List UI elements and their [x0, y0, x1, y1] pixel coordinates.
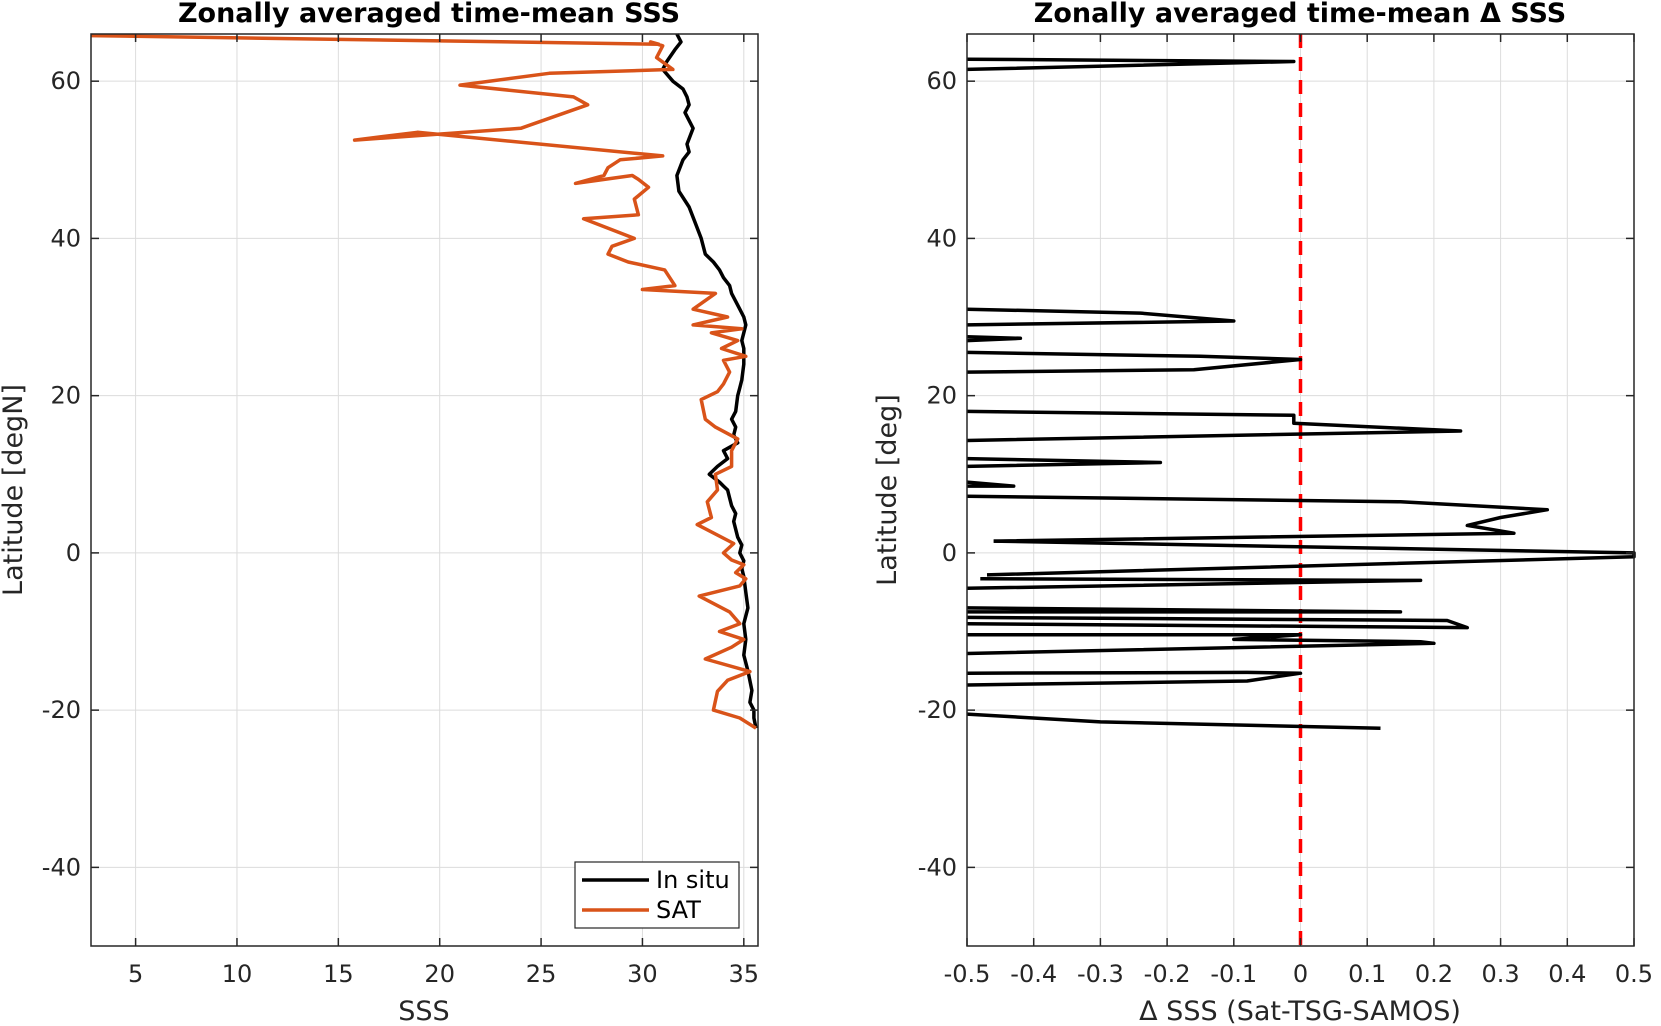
right-chart-title: Zonally averaged time-mean Δ SSS — [1034, 0, 1566, 29]
right-x-tick-label: 0.5 — [1615, 960, 1653, 988]
right-series-line — [966, 307, 1236, 327]
left-tick-labels: 5 10 15 20 25 30 35 -40 -20 0 20 40 60 — [42, 34, 759, 988]
right-x-tick-label: 0.3 — [1482, 960, 1520, 988]
right-series-line — [966, 334, 1023, 343]
right-series-line — [966, 632, 1436, 656]
left-grid — [91, 34, 758, 946]
right-x-tick-label: -0.5 — [944, 960, 991, 988]
left-y-tick-label: -40 — [42, 853, 81, 881]
left-x-tick-label: 35 — [729, 960, 760, 988]
right-y-tick-label: -40 — [918, 853, 957, 881]
legend-box — [574, 861, 740, 929]
left-sat-line — [90, 33, 757, 730]
left-chart-title: Zonally averaged time-mean SSS — [178, 0, 680, 29]
left-x-tick-label: 25 — [526, 960, 557, 988]
right-x-tick-label: -0.4 — [1010, 960, 1057, 988]
left-y-tick-label: 0 — [66, 539, 81, 567]
right-series-line — [966, 670, 1303, 687]
right-y-tick-label: 60 — [926, 67, 957, 95]
left-axes-box — [90, 33, 759, 947]
left-x-tick-label: 15 — [323, 960, 354, 988]
right-tick-labels: -0.5 -0.4 -0.3 -0.2 -0.1 0 0.1 0.2 0.3 0.4 0.5 -40 -… — [918, 34, 1653, 988]
right-x-tick-label: 0 — [1293, 960, 1308, 988]
right-series-line — [966, 350, 1303, 374]
right-series-group — [966, 34, 1636, 946]
right-series-line — [966, 57, 1296, 72]
legend-sat-label: SAT — [656, 896, 701, 924]
left-y-axis-label: Latitude [degN] — [0, 384, 29, 596]
right-y-axis-label: Latitude [deg] — [872, 394, 903, 586]
right-y-tick-label: 40 — [926, 224, 957, 252]
right-series-line — [986, 539, 1636, 577]
right-x-tick-label: 0.2 — [1415, 960, 1453, 988]
right-series-line — [966, 712, 1381, 730]
left-y-tick-label: -20 — [42, 696, 81, 724]
right-x-tick-label: -0.2 — [1144, 960, 1191, 988]
left-y-tick-label: 40 — [50, 224, 81, 252]
right-x-tick-label: -0.3 — [1077, 960, 1124, 988]
right-x-tick-label: 0.1 — [1348, 960, 1386, 988]
left-x-tick-label: 30 — [627, 960, 658, 988]
left-x-tick-label: 10 — [222, 960, 253, 988]
right-series-line — [966, 456, 1163, 469]
right-series-line — [966, 615, 1470, 630]
left-x-tick-label: 5 — [128, 960, 143, 988]
right-series-line — [966, 494, 1550, 543]
right-chart-panel: Zonally averaged time-mean Δ SSS -0.5 -0.… — [872, 0, 1653, 1026]
right-grid — [966, 34, 1635, 946]
left-series-group — [90, 33, 758, 730]
left-y-tick-label: 20 — [50, 382, 81, 410]
right-series-line — [966, 480, 1016, 488]
right-y-tick-label: 0 — [942, 539, 957, 567]
right-y-tick-label: 20 — [926, 382, 957, 410]
legend: In situ SAT — [574, 861, 740, 929]
right-series-line — [966, 577, 1423, 591]
left-x-axis-label: SSS — [398, 996, 449, 1026]
left-chart-panel: Zonally averaged time-mean SSS 5 10 15 20 25… — [0, 0, 759, 1026]
left-x-tick-label: 20 — [424, 960, 455, 988]
left-y-tick-label: 60 — [50, 67, 81, 95]
right-x-tick-label: 0.4 — [1548, 960, 1586, 988]
left-in-situ-line — [660, 33, 758, 729]
right-series-line — [966, 606, 1403, 614]
right-x-tick-label: -0.1 — [1210, 960, 1257, 988]
legend-in-situ-label: In situ — [656, 866, 730, 894]
right-x-axis-label: Δ SSS (Sat-TSG-SAMOS) — [1139, 996, 1461, 1026]
right-y-tick-label: -20 — [918, 696, 957, 724]
right-series-line — [966, 409, 1463, 443]
